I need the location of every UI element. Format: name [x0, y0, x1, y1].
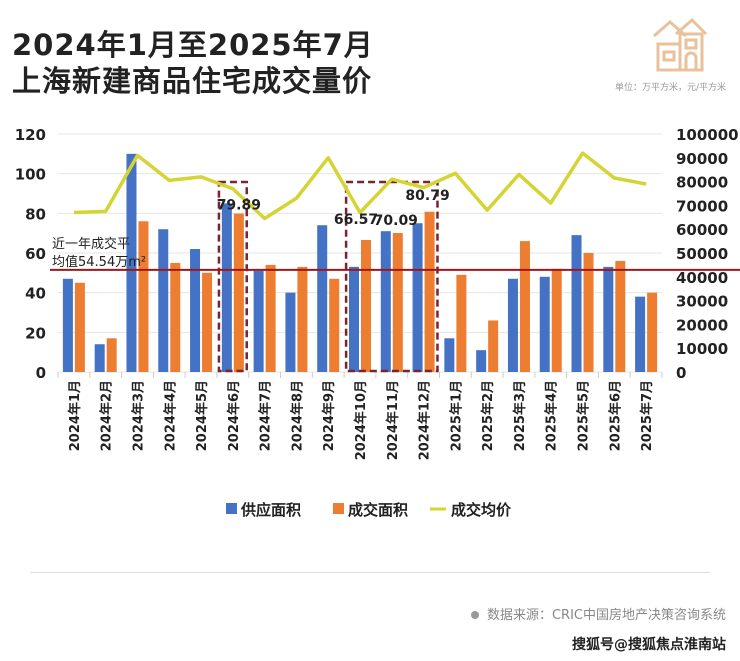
supply-bar — [412, 223, 423, 372]
category-label: 2024年12月 — [417, 380, 433, 460]
supply-bar — [349, 266, 359, 372]
deal-bar — [392, 232, 403, 372]
deal-bar — [106, 338, 117, 372]
legend-label: 供应面积 — [240, 501, 301, 519]
category-label: 2024年5月 — [194, 380, 210, 451]
left-axis-tick: 60 — [25, 245, 46, 263]
supply-bar — [253, 270, 264, 372]
category-label: 2025年7月 — [639, 380, 655, 451]
supply-bar — [635, 296, 646, 372]
legend-swatch — [226, 503, 237, 514]
data-label: 80.79 — [405, 188, 449, 204]
right-axis-tick: 40000 — [676, 269, 728, 287]
supply-bar — [476, 350, 487, 372]
supply-bar — [317, 225, 328, 372]
supply-bar — [190, 249, 201, 372]
left-axis-tick: 120 — [15, 126, 46, 144]
supply-bar — [444, 338, 455, 372]
deal-bar — [138, 221, 149, 372]
supply-bar — [539, 276, 550, 372]
supply-bar — [126, 153, 137, 372]
watermark: 搜狐号@搜狐焦点淮南站 — [572, 637, 726, 653]
left-axis-tick: 100 — [15, 166, 46, 184]
supply-bar — [94, 344, 105, 372]
deal-bar — [583, 253, 594, 372]
deal-bar — [424, 211, 435, 372]
right-axis-tick: 20000 — [676, 316, 728, 334]
deal-bar — [170, 262, 181, 372]
supply-bar — [603, 266, 614, 372]
legend-label: 成交均价 — [451, 501, 512, 519]
category-label: 2025年1月 — [448, 380, 464, 451]
left-axis-tick: 20 — [25, 324, 46, 342]
category-label: 2024年8月 — [289, 380, 305, 451]
legend-label: 成交面积 — [348, 501, 408, 519]
category-label: 2024年2月 — [99, 380, 115, 451]
category-label: 2024年4月 — [162, 380, 178, 451]
chart-title-line1: 2024年1月至2025年7月 — [12, 28, 374, 62]
category-label: 2024年10月 — [353, 380, 369, 460]
right-axis-tick: 80000 — [676, 174, 728, 192]
category-label: 2025年4月 — [544, 380, 560, 451]
supply-bar — [158, 229, 169, 372]
left-axis-tick: 40 — [25, 285, 46, 303]
data-label: 70.09 — [374, 213, 418, 229]
category-label: 2025年3月 — [512, 380, 528, 451]
left-axis-tick: 80 — [25, 205, 46, 223]
right-axis-tick: 50000 — [676, 245, 728, 263]
right-axis-tick: 70000 — [676, 197, 728, 215]
category-label: 2025年5月 — [576, 380, 592, 451]
left-axis-tick: 0 — [36, 364, 46, 382]
data-label: 79.89 — [217, 198, 261, 214]
category-label: 2024年6月 — [226, 380, 242, 451]
right-axis-tick: 90000 — [676, 150, 728, 168]
supply-bar — [221, 203, 232, 372]
right-axis-tick: 0 — [676, 364, 686, 382]
deal-bar — [615, 260, 626, 372]
right-axis-tick: 10000 — [676, 340, 728, 358]
deal-bar — [233, 213, 244, 372]
legend-swatch — [333, 503, 344, 514]
average-label-line1: 近一年成交平 — [52, 236, 130, 252]
bullet-icon — [470, 611, 479, 619]
supply-bar — [380, 231, 391, 372]
category-label: 2025年2月 — [480, 380, 496, 451]
deal-bar — [647, 292, 658, 372]
highlight-box — [344, 180, 439, 373]
deal-bar — [488, 320, 499, 372]
deal-bar — [551, 268, 562, 372]
deal-bar — [456, 274, 467, 372]
supply-bar — [285, 292, 296, 372]
data-source: 数据来源：CRIC中国房地产决策咨询系统 — [470, 604, 726, 623]
highlight-box — [217, 180, 248, 373]
category-label: 2024年11月 — [385, 380, 401, 460]
right-axis-tick: 100000 — [676, 126, 739, 144]
deal-bar — [297, 266, 308, 372]
price-line — [73, 151, 647, 221]
supply-bar — [507, 278, 518, 372]
data-label: 66.57 — [334, 212, 378, 228]
deal-bar — [361, 239, 371, 372]
chart-title-line2: 上海新建商品住宅成交量价 — [12, 64, 373, 98]
deal-bar — [74, 282, 85, 372]
category-label: 2024年3月 — [130, 380, 146, 451]
category-label: 2025年6月 — [607, 380, 623, 451]
category-label: 2024年1月 — [67, 380, 83, 451]
deal-bar — [202, 272, 213, 372]
supply-bar — [62, 278, 73, 372]
divider — [30, 572, 710, 573]
average-label-line2: 均值54.54万m² — [52, 254, 146, 270]
right-axis-tick: 30000 — [676, 293, 728, 311]
house-icon — [653, 17, 708, 72]
deal-bar — [329, 278, 340, 372]
deal-bar — [265, 264, 276, 372]
unit-note: 单位：万平方米，元/平方米 — [614, 83, 726, 93]
category-label: 2024年9月 — [321, 380, 337, 451]
right-axis-tick: 60000 — [676, 221, 728, 239]
category-label: 2024年7月 — [258, 380, 274, 451]
supply-bar — [571, 235, 582, 372]
deal-bar — [519, 241, 530, 372]
source-text: 数据来源：CRIC中国房地产决策咨询系统 — [486, 608, 726, 623]
